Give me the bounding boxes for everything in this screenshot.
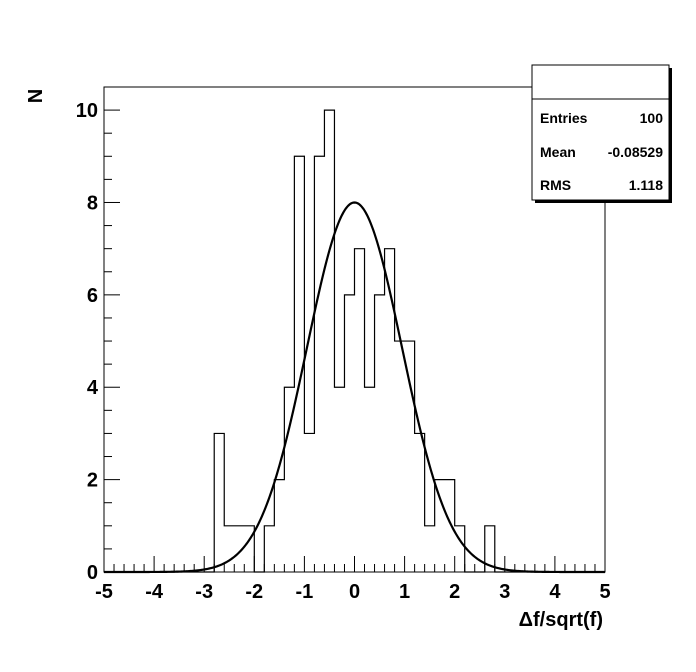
stats-box-frame [531, 64, 670, 201]
y-tick-label: 10 [76, 100, 98, 122]
x-tick-label: 3 [499, 581, 510, 603]
y-axis-ticks [104, 86, 120, 573]
y-axis-title: N [25, 89, 47, 103]
histogram-outline [104, 109, 605, 573]
stats-box: Entries 100 Mean -0.08529 RMS 1.118 [531, 64, 672, 203]
x-tick-label: -4 [145, 581, 164, 603]
x-tick-label: 0 [349, 581, 360, 603]
stats-rms-value: 1.118 [629, 177, 663, 193]
x-tick-label: 1 [399, 581, 410, 603]
x-tick-label: 4 [549, 581, 561, 603]
y-tick-label: 6 [87, 285, 98, 307]
x-axis-title: Δf/sqrt(f) [519, 609, 603, 631]
stats-rms-label: RMS [540, 177, 571, 193]
plot-frame [103, 86, 606, 573]
x-tick-label: -3 [195, 581, 213, 603]
x-axis-ticks [103, 556, 606, 572]
stats-entries-label: Entries [540, 110, 588, 126]
gaussian-fit-curve [104, 201, 605, 574]
y-tick-label: 2 [87, 470, 98, 492]
y-tick-label: 8 [87, 192, 98, 214]
x-tick-label: -1 [296, 581, 314, 603]
x-tick-label: 2 [449, 581, 460, 603]
stats-mean-value: -0.08529 [608, 144, 663, 160]
y-tick-label: 4 [87, 377, 99, 399]
stats-entries-value: 100 [640, 110, 664, 126]
y-tick-label: 0 [87, 562, 98, 584]
stats-mean-label: Mean [540, 144, 576, 160]
x-axis-tick-labels: -5 -4 -3 -2 -1 0 1 2 3 4 5 [95, 581, 610, 603]
x-tick-label: 5 [599, 581, 610, 603]
x-tick-label: -2 [245, 581, 263, 603]
x-tick-label: -5 [95, 581, 113, 603]
y-axis-tick-labels: 0 2 4 6 8 10 [76, 100, 99, 584]
